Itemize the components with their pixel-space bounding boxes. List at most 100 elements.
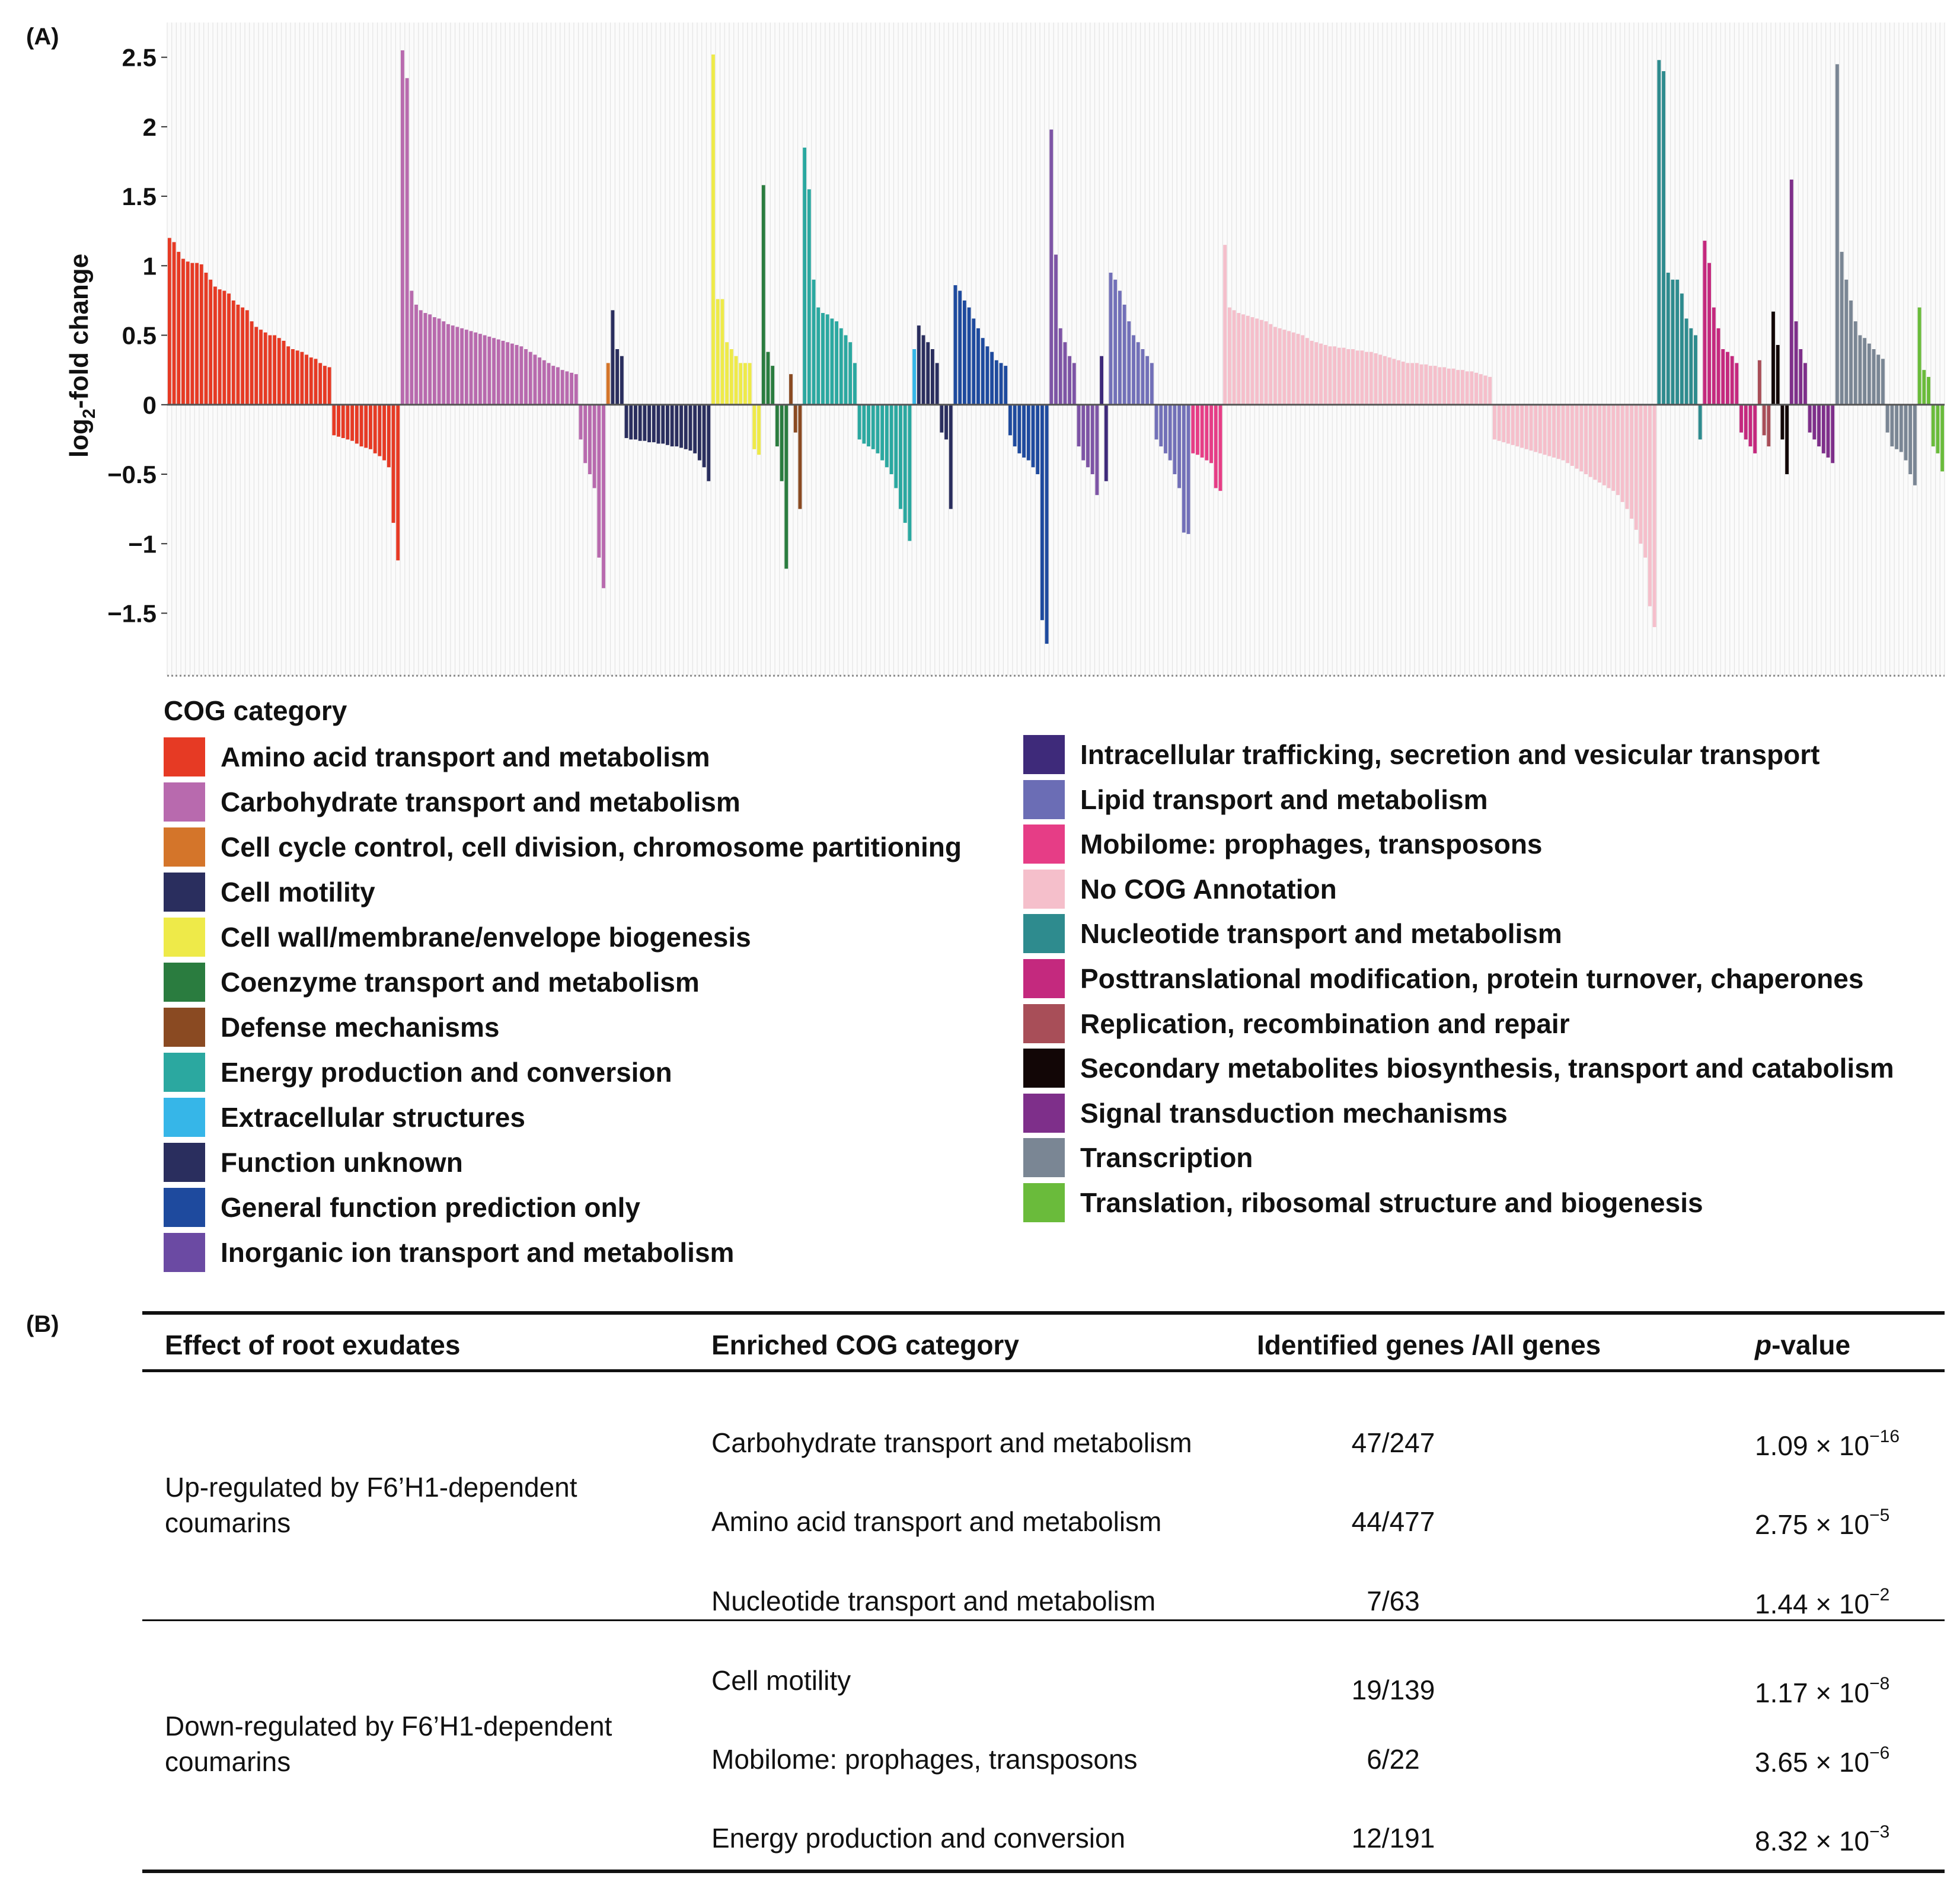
bar bbox=[506, 342, 510, 405]
legend-swatch bbox=[164, 918, 205, 957]
y-tick-label: 2.5 bbox=[122, 44, 157, 72]
bar bbox=[1899, 404, 1903, 452]
bar bbox=[1081, 404, 1086, 461]
legend-item: Translation, ribosomal structure and bio… bbox=[1023, 1182, 1703, 1223]
bar bbox=[519, 346, 523, 405]
legend-label: Function unknown bbox=[221, 1147, 463, 1178]
bar bbox=[218, 289, 222, 405]
bar bbox=[533, 354, 537, 405]
row-down-1-pvalue-base: 1.17 × 10 bbox=[1755, 1677, 1870, 1708]
bar bbox=[949, 404, 953, 509]
bar bbox=[1474, 372, 1478, 405]
bar bbox=[629, 404, 633, 440]
bar bbox=[1136, 342, 1140, 405]
row-down-1-genes: 19/139 bbox=[1351, 1674, 1435, 1705]
bar bbox=[1812, 404, 1817, 440]
y-tick-label: 0.5 bbox=[122, 322, 157, 350]
bar bbox=[1355, 350, 1359, 405]
bar bbox=[209, 279, 213, 405]
bar bbox=[560, 370, 564, 405]
bar bbox=[1415, 363, 1419, 405]
bar bbox=[1360, 350, 1364, 405]
bar bbox=[1026, 404, 1030, 461]
bar bbox=[999, 363, 1003, 405]
bar bbox=[414, 304, 418, 405]
bar bbox=[1301, 335, 1305, 405]
bar bbox=[1264, 321, 1268, 405]
bar bbox=[1159, 404, 1163, 447]
bar bbox=[1922, 370, 1926, 405]
bar bbox=[1328, 346, 1332, 405]
bar bbox=[469, 331, 473, 405]
bar bbox=[510, 343, 514, 405]
bar bbox=[1598, 404, 1602, 483]
bar bbox=[962, 300, 966, 405]
bar bbox=[761, 185, 765, 405]
legend-swatch bbox=[164, 1008, 205, 1047]
bar bbox=[606, 363, 610, 405]
legend-item: Signal transduction mechanisms bbox=[1023, 1092, 1508, 1134]
bar bbox=[798, 404, 802, 509]
bar bbox=[1214, 404, 1218, 488]
bar bbox=[917, 325, 921, 405]
bar bbox=[1684, 318, 1688, 405]
bar bbox=[990, 351, 994, 405]
row-down-3-category: Energy production and conversion bbox=[711, 1823, 1126, 1854]
bar bbox=[1392, 359, 1396, 405]
bar bbox=[405, 78, 409, 405]
bar bbox=[1657, 60, 1661, 405]
bar bbox=[199, 264, 203, 405]
y-tick-label: 0 bbox=[143, 391, 157, 419]
y-tick-label: −0.5 bbox=[107, 461, 157, 488]
bar bbox=[1534, 404, 1538, 452]
bar bbox=[1652, 404, 1656, 627]
bar bbox=[250, 321, 254, 405]
bar bbox=[419, 310, 423, 405]
bar bbox=[793, 404, 797, 433]
bar bbox=[1561, 404, 1565, 461]
y-tick-label: 1.5 bbox=[122, 183, 157, 210]
bar bbox=[1246, 315, 1250, 405]
bar bbox=[245, 310, 249, 405]
bar bbox=[1931, 404, 1935, 447]
legend-label: Inorganic ion transport and metabolism bbox=[221, 1237, 735, 1268]
bar bbox=[656, 404, 660, 444]
legend-swatch bbox=[1023, 1138, 1065, 1178]
row-up-3-pvalue-base: 1.44 × 10 bbox=[1755, 1589, 1870, 1619]
bar bbox=[725, 342, 729, 405]
bar bbox=[1707, 263, 1712, 405]
effect-down: Down-regulated by F6’H1-dependent coumar… bbox=[165, 1708, 698, 1779]
bar bbox=[1712, 307, 1716, 405]
legend-swatch bbox=[1023, 779, 1065, 819]
bar bbox=[926, 342, 930, 405]
bar bbox=[1835, 64, 1839, 405]
bar bbox=[1310, 340, 1314, 405]
table-top-rule bbox=[142, 1311, 1945, 1315]
bar bbox=[1821, 404, 1825, 453]
bar bbox=[1789, 179, 1793, 405]
bar bbox=[967, 307, 971, 405]
bar bbox=[899, 404, 902, 509]
header-pvalue-suffix: -value bbox=[1771, 1330, 1851, 1360]
row-down-3-pvalue-base: 8.32 × 10 bbox=[1755, 1826, 1870, 1856]
bar bbox=[1730, 356, 1734, 405]
bar bbox=[1438, 367, 1442, 405]
bar bbox=[1698, 404, 1702, 440]
bar bbox=[1844, 279, 1849, 405]
row-down-3-pvalue-exp: −3 bbox=[1869, 1822, 1890, 1842]
bar bbox=[848, 342, 853, 405]
bar bbox=[812, 279, 816, 405]
legend-label: Replication, recombination and repair bbox=[1080, 1008, 1570, 1039]
bar bbox=[1853, 321, 1857, 405]
bar bbox=[259, 330, 263, 405]
bar bbox=[442, 321, 446, 405]
bar bbox=[551, 366, 556, 405]
legend-label: Translation, ribosomal structure and bio… bbox=[1080, 1187, 1703, 1218]
bar bbox=[387, 404, 391, 468]
bar bbox=[291, 349, 295, 405]
bar bbox=[624, 404, 628, 439]
bar bbox=[286, 346, 291, 405]
y-tick-label: 1 bbox=[143, 252, 157, 280]
bar bbox=[684, 404, 688, 449]
bar bbox=[1086, 404, 1090, 468]
